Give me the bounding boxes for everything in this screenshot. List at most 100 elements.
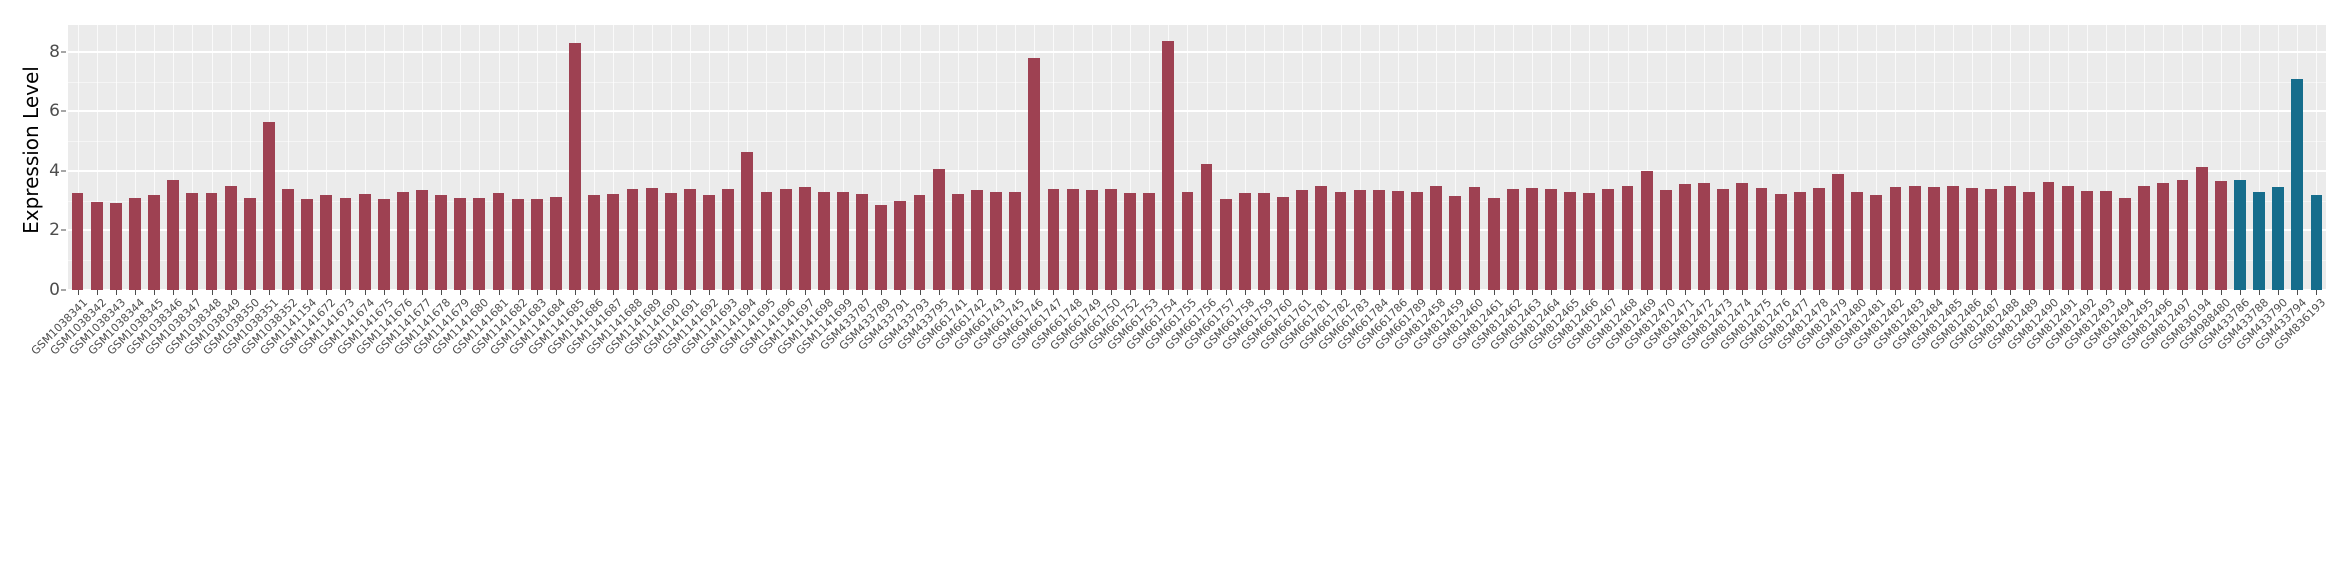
x-tick-mark	[613, 290, 615, 295]
gridline-major	[68, 229, 2326, 232]
bar	[1372, 190, 1385, 290]
x-axis-tick-labels: GSM1038341 GSM1038342 GSM1038343 GSM1038344…	[28, 296, 2328, 456]
x-tick-mark	[996, 290, 998, 295]
x-tick-mark	[804, 290, 806, 295]
x-tick-mark	[1971, 290, 1973, 295]
x-tick-mark	[1072, 290, 1074, 295]
x-tick-mark	[1627, 290, 1629, 295]
bar	[550, 197, 562, 290]
x-tick-mark	[2163, 290, 2165, 295]
x-tick-mark	[2239, 290, 2241, 295]
x-tick-mark	[307, 290, 309, 295]
x-tick-mark	[192, 290, 194, 295]
x-tick-mark	[1512, 290, 1514, 295]
x-tick-mark	[1799, 290, 1801, 295]
x-tick-mark	[1149, 290, 1151, 295]
bar	[1564, 192, 1577, 290]
x-tick-mark	[976, 290, 978, 295]
y-tick-mark	[61, 229, 66, 231]
bar	[1085, 190, 1098, 290]
gridline-vertical	[632, 25, 634, 290]
bar	[224, 186, 237, 290]
x-tick-mark	[173, 290, 175, 295]
x-tick-mark	[1302, 290, 1304, 295]
gridline-vertical	[1971, 25, 1973, 290]
bar	[1698, 182, 1711, 290]
bar	[530, 199, 543, 290]
x-tick-mark	[938, 290, 940, 295]
y-tick-label: 8	[49, 41, 60, 62]
y-tick-label: 6	[49, 101, 60, 122]
bar	[607, 194, 620, 290]
gridline-major	[68, 289, 2326, 290]
gridline-vertical	[1933, 25, 1935, 290]
gridline-major	[68, 50, 2326, 53]
gridline-vertical	[96, 25, 98, 290]
gridline-vertical	[1321, 25, 1323, 290]
bar	[454, 198, 467, 290]
bar	[2272, 187, 2285, 290]
gridline-vertical	[938, 25, 940, 290]
gridline-vertical	[115, 25, 117, 290]
x-tick-mark	[1378, 290, 1380, 295]
bar	[1238, 193, 1251, 290]
bar	[1449, 196, 1462, 290]
x-tick-mark	[1015, 290, 1017, 295]
bar	[1277, 197, 1290, 290]
gridline-vertical	[651, 25, 653, 290]
bar	[1602, 188, 1615, 290]
gridline-vertical	[1244, 25, 1246, 290]
x-tick-mark	[632, 290, 634, 295]
bar	[875, 205, 888, 290]
bar	[1966, 188, 1978, 290]
x-tick-mark	[1397, 290, 1399, 295]
bar	[1315, 185, 1328, 290]
gridline-vertical	[1206, 25, 1208, 290]
x-tick-mark	[1436, 290, 1438, 295]
x-tick-mark	[919, 290, 921, 295]
bar	[1736, 183, 1749, 290]
y-tick-mark	[61, 51, 66, 53]
x-tick-mark	[2278, 290, 2280, 295]
bar	[109, 202, 122, 290]
plot-panel	[68, 25, 2326, 290]
bar	[913, 195, 926, 290]
x-tick-mark	[1857, 290, 1859, 295]
x-tick-mark	[1053, 290, 1055, 295]
bar	[1334, 191, 1347, 290]
bar	[262, 121, 275, 290]
bar	[1659, 190, 1672, 290]
bar	[856, 194, 869, 290]
x-tick-mark	[1168, 290, 1170, 295]
x-tick-mark	[670, 290, 672, 295]
x-tick-mark	[1110, 290, 1112, 295]
gridline-vertical	[823, 25, 825, 290]
bar	[320, 194, 333, 290]
x-tick-mark	[345, 290, 347, 295]
x-tick-mark	[2297, 290, 2299, 295]
x-tick-mark	[96, 290, 98, 295]
bar	[1851, 191, 1864, 290]
gridline-vertical	[479, 25, 481, 290]
x-tick-mark	[517, 290, 519, 295]
bar	[1621, 186, 1634, 290]
gridline-vertical	[536, 25, 538, 290]
gridline-vertical	[498, 25, 500, 290]
bar	[2195, 167, 2208, 290]
bar-series	[68, 25, 2326, 290]
gridline-vertical	[383, 25, 385, 290]
bar	[492, 193, 505, 290]
x-tick-mark	[383, 290, 385, 295]
x-tick-mark	[1761, 290, 1763, 295]
y-tick-mark	[61, 289, 66, 291]
bar	[2061, 186, 2074, 290]
x-tick-mark	[2067, 290, 2069, 295]
x-tick-mark	[1091, 290, 1093, 295]
gridline-major	[68, 169, 2326, 172]
x-tick-mark	[2029, 290, 2031, 295]
gridline-vertical	[326, 25, 328, 290]
y-tick-mark	[61, 170, 66, 172]
x-tick-mark	[2010, 290, 2012, 295]
x-tick-mark	[249, 290, 251, 295]
